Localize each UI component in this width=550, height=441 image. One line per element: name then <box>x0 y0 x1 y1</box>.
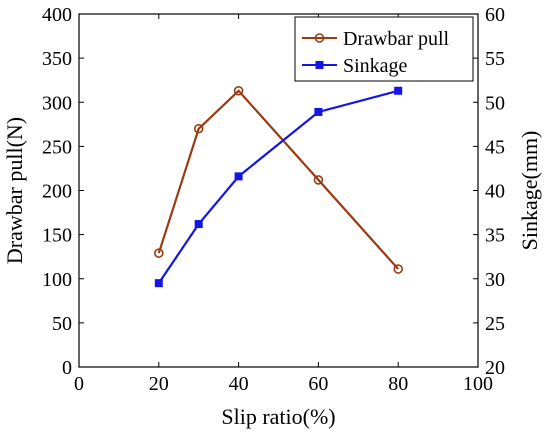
legend-label-sinkage: Sinkage <box>343 55 408 77</box>
x-tick-label: 20 <box>149 373 169 395</box>
x-tick-label: 60 <box>308 373 328 395</box>
data-point-drawbar-pull <box>193 123 204 134</box>
data-point-sinkage <box>394 86 403 95</box>
y-left-tick-label: 200 <box>42 181 72 203</box>
y-left-tick-label: 400 <box>42 4 72 26</box>
y-right-axis-label: Sinkage(mm) <box>517 131 542 251</box>
tick-labels: 0 20 40 60 80 100 0 50 100 150 200 250 300 350 400 20 25… <box>42 4 505 395</box>
x-tick-label: 80 <box>388 373 408 395</box>
data-point-drawbar-pull <box>233 85 244 96</box>
y-right-tick-label: 35 <box>485 225 505 247</box>
y-right-tick-label: 40 <box>485 181 505 203</box>
data-point-drawbar-pull <box>154 248 164 258</box>
x-tick-label: 0 <box>74 373 84 395</box>
y-right-tick-label: 45 <box>485 136 505 158</box>
y-right-tick-label: 50 <box>485 92 505 114</box>
data-point-drawbar-pull <box>313 175 324 185</box>
y-left-tick-label: 100 <box>42 269 72 291</box>
y-left-tick-label: 0 <box>62 357 72 379</box>
y-right-tick-label: 30 <box>485 269 505 291</box>
y-right-tick-label: 55 <box>485 48 505 70</box>
y-left-tick-label: 150 <box>42 225 72 247</box>
y-right-tick-label: 60 <box>485 4 505 26</box>
x-axis-label: Slip ratio(%) <box>221 404 335 429</box>
series-layer <box>154 85 404 288</box>
x-tick-label: 100 <box>463 373 493 395</box>
y-left-tick-label: 350 <box>42 48 72 70</box>
legend-label-drawbar-pull: Drawbar pull <box>343 28 450 50</box>
legend-marker-sinkage <box>315 61 324 69</box>
y-right-tick-label: 25 <box>485 313 505 335</box>
x-tick-label: 40 <box>229 373 249 395</box>
legend-marker-drawbar-pull <box>314 33 325 43</box>
y-left-tick-label: 300 <box>42 92 72 114</box>
series-line-drawbar-pull <box>157 89 400 270</box>
data-point-sinkage <box>314 107 323 116</box>
legend-box <box>294 16 474 82</box>
series-line-sinkage <box>157 89 399 284</box>
y-left-tick-label: 50 <box>52 313 72 335</box>
data-point-sinkage <box>234 172 243 181</box>
y-right-tick-label: 20 <box>485 357 505 379</box>
data-point-sinkage <box>194 220 203 229</box>
data-point-sinkage <box>154 279 163 288</box>
legend: Drawbar pull Sinkage <box>294 16 474 82</box>
data-point-drawbar-pull <box>393 264 404 274</box>
y-left-tick-label: 250 <box>42 136 72 158</box>
y-left-axis-label: Drawbar pull(N) <box>2 117 27 264</box>
